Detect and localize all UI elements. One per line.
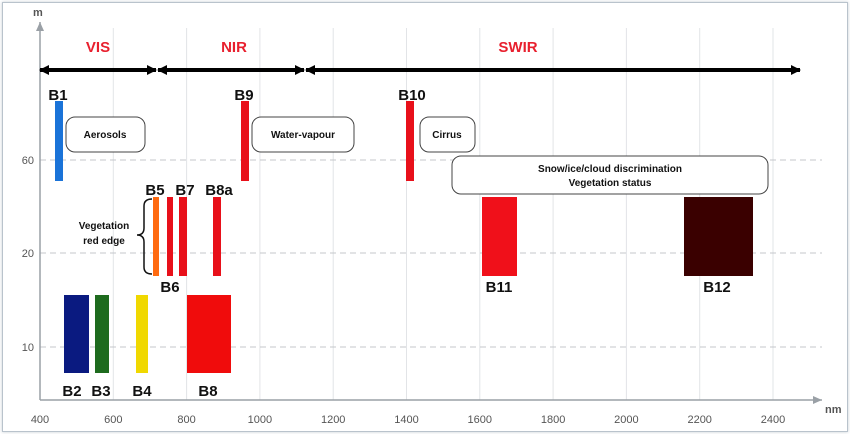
red-edge-label-line1: Vegetation xyxy=(79,221,130,232)
region-label: NIR xyxy=(221,39,247,56)
y-tick-labels: 10 20 60 xyxy=(22,155,34,354)
band-b9 xyxy=(241,101,249,181)
band-label-b8: B8 xyxy=(198,383,217,400)
band-label-b12: B12 xyxy=(703,279,731,296)
band-label-b6: B6 xyxy=(160,279,179,296)
band-b4 xyxy=(136,295,148,373)
red-edge-label-line2: red edge xyxy=(83,236,125,247)
band-labels: B1 B2 B3 B4 B5 B6 B7 B8 B8a B9 B10 B11 B12 xyxy=(48,87,730,400)
region-swir: SWIR xyxy=(305,39,801,75)
y-tick-label: 60 xyxy=(22,155,34,167)
band-label-b10: B10 xyxy=(398,87,426,104)
band-label-b3: B3 xyxy=(91,383,110,400)
cirrus-box xyxy=(419,116,476,153)
band-b8a xyxy=(213,197,221,276)
x-tick-label: 1200 xyxy=(321,414,345,426)
x-axis-unit: nm xyxy=(825,404,842,416)
band-b6 xyxy=(167,197,173,276)
x-tick-label: 400 xyxy=(31,414,49,426)
band-b2 xyxy=(64,295,89,373)
band-b7 xyxy=(179,197,187,276)
band-b3 xyxy=(95,295,109,373)
band-b8 xyxy=(187,295,231,373)
band-b10 xyxy=(406,101,414,181)
x-tick-label: 2400 xyxy=(761,414,785,426)
red-edge-brace xyxy=(136,198,153,275)
x-tick-label: 1400 xyxy=(394,414,418,426)
cirrus-label: Cirrus xyxy=(432,130,462,141)
x-tick-label: 1800 xyxy=(541,414,565,426)
x-tick-label: 800 xyxy=(177,414,195,426)
region-nir: NIR xyxy=(157,39,305,75)
spectral-regions: VIS NIR SWIR xyxy=(39,39,801,75)
y-axis-unit: m xyxy=(33,7,43,19)
aerosols-box xyxy=(65,116,146,153)
x-tick-labels: 400 600 800 1000 1200 1400 1600 1800 2000 2200 240… xyxy=(31,414,785,426)
bands xyxy=(55,101,753,373)
x-tick-label: 2200 xyxy=(687,414,711,426)
band-label-b11: B11 xyxy=(486,279,513,296)
region-label: VIS xyxy=(86,39,110,56)
water-vapour-box xyxy=(251,116,355,153)
region-vis: VIS xyxy=(39,39,157,75)
snow-ice-box xyxy=(451,155,769,195)
band-label-b8a: B8a xyxy=(205,182,233,199)
band-b12 xyxy=(684,197,753,276)
band-b1 xyxy=(55,101,63,181)
snow-ice-label-line2: Vegetation status xyxy=(569,178,652,189)
band-label-b9: B9 xyxy=(234,87,253,104)
region-label: SWIR xyxy=(498,39,537,56)
water-vapour-label: Water-vapour xyxy=(271,130,335,141)
band-label-b1: B1 xyxy=(48,87,67,104)
band-label-b4: B4 xyxy=(132,383,152,400)
x-tick-label: 1000 xyxy=(248,414,272,426)
y-tick-label: 20 xyxy=(22,248,34,260)
x-tick-label: 600 xyxy=(104,414,122,426)
band-label-b5: B5 xyxy=(145,182,164,199)
snow-ice-label-line1: Snow/ice/cloud discrimination xyxy=(538,164,682,175)
band-label-b7: B7 xyxy=(175,182,194,199)
y-tick-label: 10 xyxy=(22,342,34,354)
x-tick-label: 2000 xyxy=(614,414,638,426)
aerosols-label: Aerosols xyxy=(84,130,127,141)
band-label-b2: B2 xyxy=(62,383,81,400)
band-b11 xyxy=(482,197,517,276)
band-b5 xyxy=(153,197,159,276)
x-tick-label: 1600 xyxy=(468,414,492,426)
